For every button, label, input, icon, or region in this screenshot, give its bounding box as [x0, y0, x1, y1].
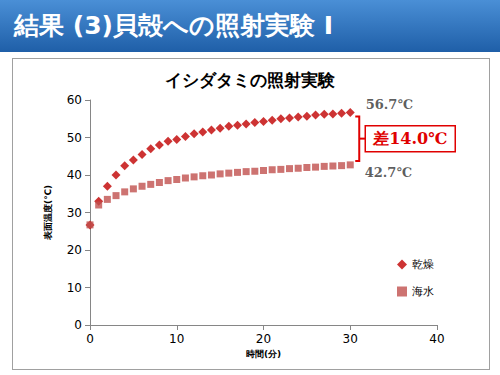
svg-text:表面温度(℃): 表面温度(℃) — [43, 185, 53, 241]
svg-text:30: 30 — [343, 332, 358, 346]
svg-text:30: 30 — [67, 206, 82, 220]
svg-text:0: 0 — [74, 318, 82, 332]
svg-text:50: 50 — [67, 131, 82, 145]
svg-text:0: 0 — [86, 332, 94, 346]
svg-text:差14.0℃: 差14.0℃ — [372, 129, 447, 148]
svg-text:42.7℃: 42.7℃ — [365, 165, 412, 180]
svg-text:イシダタミの照射実験: イシダタミの照射実験 — [165, 70, 336, 90]
svg-text:40: 40 — [429, 332, 444, 346]
svg-text:60: 60 — [67, 93, 82, 107]
svg-text:20: 20 — [67, 243, 82, 257]
svg-text:20: 20 — [256, 332, 271, 346]
svg-text:乾燥: 乾燥 — [412, 258, 434, 271]
svg-text:時間(分): 時間(分) — [246, 349, 281, 359]
svg-text:56.7℃: 56.7℃ — [366, 97, 413, 112]
svg-text:海水: 海水 — [412, 285, 434, 298]
svg-text:10: 10 — [67, 281, 82, 295]
svg-text:40: 40 — [67, 168, 82, 182]
html-text:結果 (3)貝殻への照射実験 I: 結果 (3)貝殻への照射実験 I — [14, 11, 333, 40]
svg-text:10: 10 — [169, 332, 184, 346]
